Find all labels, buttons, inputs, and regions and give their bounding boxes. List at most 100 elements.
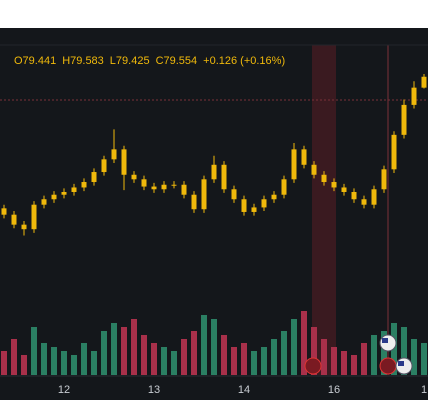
x-tick-label: 13 [148,384,160,396]
volume-bar [201,315,207,375]
volume-bar [331,347,337,375]
volume-bar [231,347,237,375]
event-highlight [312,45,336,375]
volume-bar [291,319,297,375]
volume-bar [271,339,277,375]
x-tick-label: 12 [58,384,70,396]
volume-bar [141,335,147,375]
volume-bar [281,331,287,375]
candle-body [301,149,307,165]
candle-body [351,192,357,200]
volume-bar [191,331,197,375]
volume-bar [131,319,137,375]
candle-body [161,184,167,190]
ohlc-header: O79.441 H79.583 L79.425 C79.554 +0.126 (+0.1… [14,55,285,67]
volume-bar [371,335,377,375]
x-tick-label: 14 [238,384,250,396]
candle-body [91,172,97,183]
volume-bar [171,351,177,375]
candle-body [411,87,417,105]
candle-body [131,174,137,180]
ohlc-value: +0.126 (+0.16%) [203,55,285,67]
volume-bar [381,331,387,375]
volume-bar [321,339,327,375]
event-icon[interactable] [304,357,322,375]
candle-body [41,199,47,205]
volume-bar [341,351,347,375]
flag-canton [398,361,404,366]
candle-body [401,104,407,135]
candle-body [21,224,27,230]
volume-bar [221,335,227,375]
candle-body [361,199,367,205]
candle-body [71,187,77,192]
volume-bar [21,355,27,375]
candle-body [421,76,427,88]
candle-body [231,189,237,200]
volume-bar [241,343,247,375]
volume-bar [151,343,157,375]
volume-bar [351,355,357,375]
marks: 12 13 14 16 1 [1,74,427,396]
candle-body [101,159,107,173]
candle-body [211,164,217,180]
candle-body [31,204,37,230]
volume-bar [111,323,117,375]
volume-bar [41,343,47,375]
candle-body [181,184,187,195]
volume-bar [361,343,367,375]
candle-body [261,199,267,208]
candle-body [331,182,337,188]
candle-body [221,164,227,190]
candle-body [121,149,127,175]
ohlc-value: H79.583 [62,55,104,67]
candle-body [251,207,257,212]
volume-bar [251,351,257,375]
volume-bar [301,311,307,375]
candle-body [311,164,317,175]
volume-bar [1,351,7,375]
x-tick-label: 16 [328,384,340,396]
volume-bar [161,347,167,375]
volume-bar [61,351,67,375]
ohlc-value: O79.441 [14,55,56,67]
volume-bar [211,319,217,375]
candle-body [111,149,117,160]
candle-body [281,179,287,195]
event-icons [304,334,413,375]
volume-bar [181,339,187,375]
event-icon[interactable] [379,357,397,375]
x-tick-label: 1 [421,384,427,396]
candle-body [271,194,277,200]
candle-body [241,199,247,212]
volume-bar [11,339,17,375]
flag-canton [382,338,388,343]
ohlc-value: C79.554 [156,55,198,67]
volume-bar [71,355,77,375]
candle-body [11,214,17,225]
candle-body [61,192,67,195]
volume-bar [411,339,417,375]
candle-body [191,194,197,210]
volume-bar [421,343,427,375]
volume-bar [311,327,317,375]
candle-body [381,169,387,190]
volume-bar [261,347,267,375]
volume-bar [91,351,97,375]
candle-body [81,182,87,188]
volume-bar [101,331,107,375]
ohlc-value: L79.425 [110,55,150,67]
candle-body [171,184,177,186]
volume-bar [81,343,87,375]
volume-bar [121,327,127,375]
candle-body [141,179,147,187]
volume-bar [31,327,37,375]
volume-bar [401,327,407,375]
candle-body [51,194,57,200]
volume-bar [51,347,57,375]
candle-body [201,179,207,210]
candle-body [391,134,397,170]
candle-body [291,149,297,180]
